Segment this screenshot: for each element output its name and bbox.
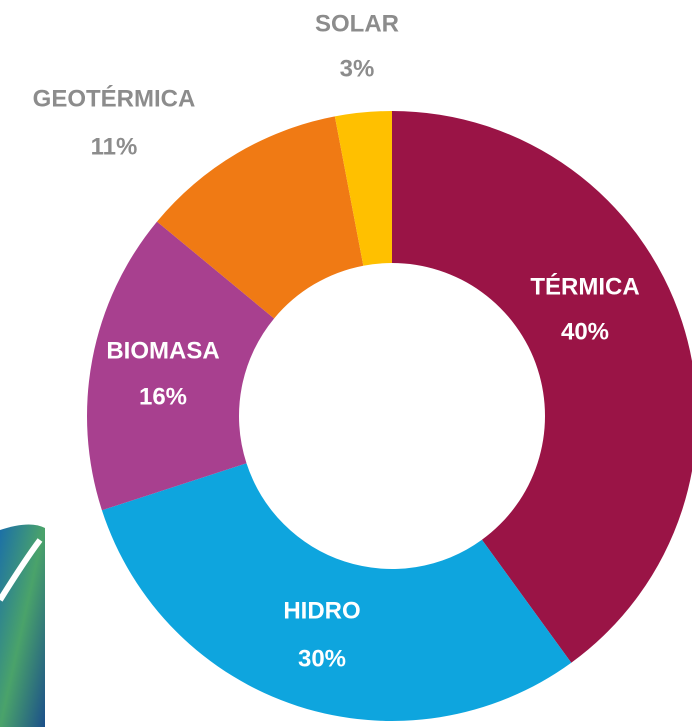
slice — [334, 111, 392, 266]
slice — [101, 463, 572, 721]
slice — [156, 116, 364, 319]
slice-label: TÉRMICA — [530, 272, 639, 300]
slice-label: HIDRO — [283, 597, 360, 624]
logo — [0, 524, 45, 727]
slice — [392, 111, 692, 663]
value-label: 11% — [91, 133, 138, 160]
value-label: 30% — [298, 645, 346, 672]
slice-label: GEOTÉRMICA — [33, 84, 196, 112]
logo-stripe — [0, 538, 43, 602]
value-label: 40% — [561, 318, 609, 345]
slice-label: BIOMASA — [106, 337, 219, 364]
value-label: 3% — [340, 55, 375, 82]
slice — [86, 221, 275, 511]
slice-label: SOLAR — [315, 10, 399, 37]
value-label: 16% — [139, 383, 187, 410]
